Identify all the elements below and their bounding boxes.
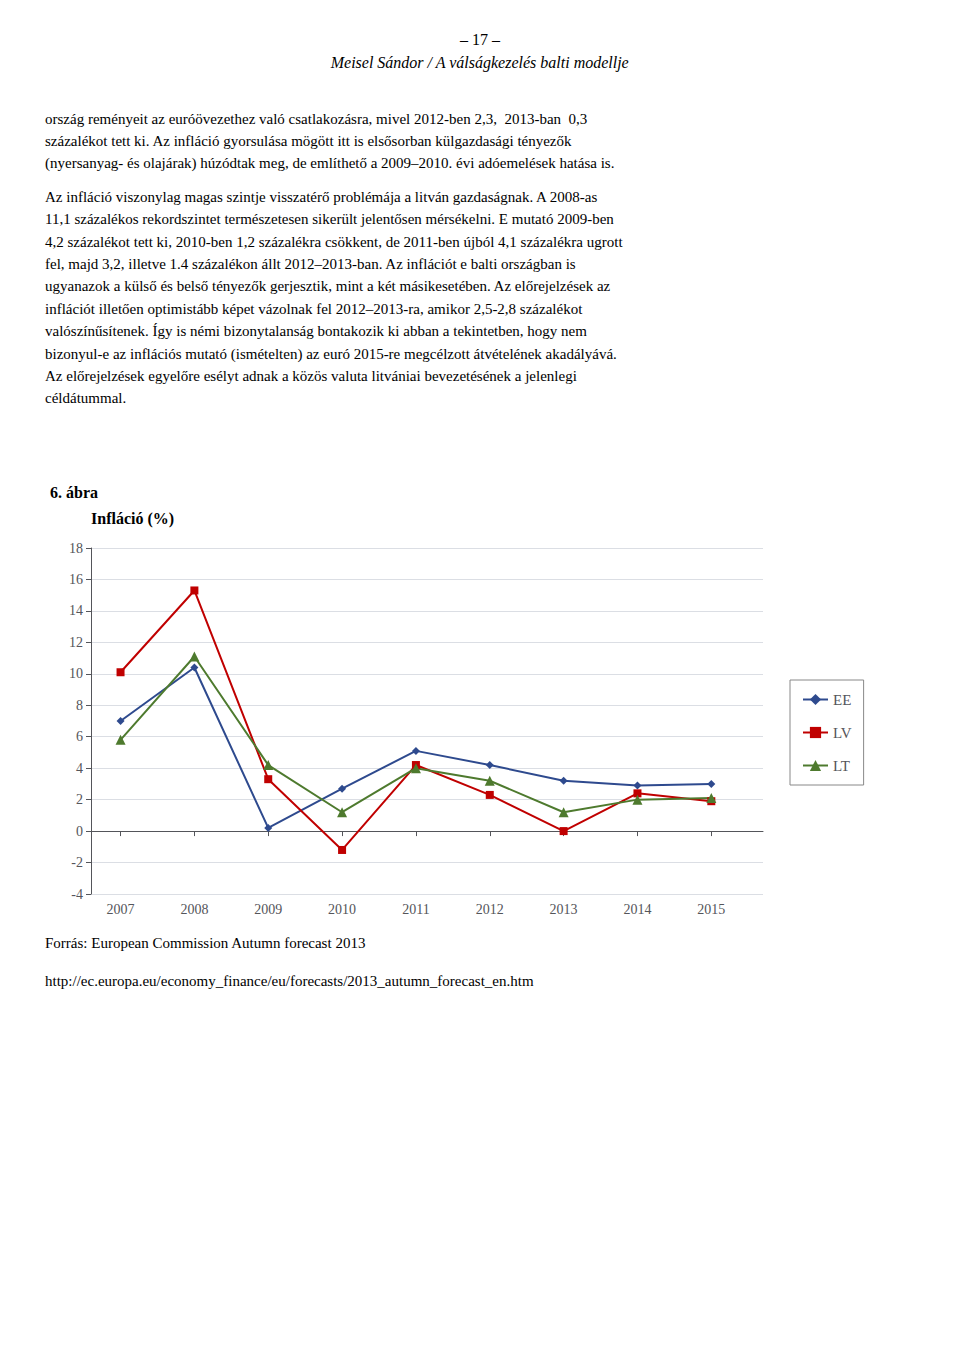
svg-text:-4: -4 (71, 887, 83, 902)
svg-text:2: 2 (76, 792, 83, 807)
svg-text:Infláció (%): Infláció (%) (91, 510, 174, 528)
svg-text:6. ábra: 6. ábra (50, 484, 98, 501)
svg-text:11,1 százalékos rekordszintet: 11,1 százalékos rekordszintet természete… (45, 211, 614, 227)
svg-text:2015: 2015 (697, 902, 725, 917)
svg-text:2009: 2009 (254, 902, 282, 917)
svg-text:EE: EE (833, 692, 851, 708)
svg-text:4: 4 (76, 761, 83, 776)
svg-text:2007: 2007 (107, 902, 135, 917)
svg-text:18: 18 (69, 541, 83, 556)
svg-text:Meisel Sándor / A válságkezelé: Meisel Sándor / A válságkezelés balti mo… (330, 54, 629, 72)
svg-text:2014: 2014 (623, 902, 651, 917)
svg-text:Az előrejelzések egyelőre esél: Az előrejelzések egyelőre esélyt adnak a… (45, 368, 577, 384)
svg-text:Az infláció viszonylag magas s: Az infláció viszonylag magas szintje vis… (45, 189, 597, 205)
svg-text:16: 16 (69, 572, 83, 587)
svg-text:2013: 2013 (550, 902, 578, 917)
svg-text:2008: 2008 (180, 902, 208, 917)
svg-text:százalékot tett ki. Az infláci: százalékot tett ki. Az infláció gyorsulá… (45, 133, 572, 149)
svg-text:LV: LV (833, 725, 852, 741)
svg-text:-2: -2 (71, 855, 83, 870)
svg-text:10: 10 (69, 666, 83, 681)
svg-text:inflációt illetően optimistább: inflációt illetően optimistább képet váz… (45, 301, 583, 317)
svg-text:6: 6 (76, 729, 83, 744)
svg-text:4,2 százalékot tett ki, 2010-b: 4,2 százalékot tett ki, 2010-ben 1,2 szá… (45, 234, 623, 250)
svg-text:2012: 2012 (476, 902, 504, 917)
svg-text:14: 14 (69, 603, 83, 618)
svg-text:http://ec.europa.eu/economy_fi: http://ec.europa.eu/economy_finance/eu/f… (45, 973, 534, 989)
svg-text:12: 12 (69, 635, 83, 650)
svg-text:Forrás: European Commission Au: Forrás: European Commission Autumn forec… (45, 935, 365, 951)
svg-text:(nyersanyag- és olajárak) húzó: (nyersanyag- és olajárak) húzódtak meg, … (45, 155, 614, 172)
svg-text:2010: 2010 (328, 902, 356, 917)
svg-text:ugyanazok a külső és belső tén: ugyanazok a külső és belső tényezők gerj… (45, 278, 611, 294)
svg-text:bizonyul-e az inflációs mutató: bizonyul-e az inflációs mutató (ismételt… (45, 346, 617, 363)
svg-text:0: 0 (76, 824, 83, 839)
svg-text:– 17 –: – 17 – (459, 31, 501, 48)
svg-text:fel, majd 3,2, illetve 1.4 szá: fel, majd 3,2, illetve 1.4 százalékon ál… (45, 256, 576, 272)
svg-text:LT: LT (833, 758, 850, 774)
svg-text:8: 8 (76, 698, 83, 713)
svg-text:valószínűsítenek. Így is némi: valószínűsítenek. Így is némi bizonytala… (45, 323, 587, 339)
svg-text:céldátummal.: céldátummal. (45, 390, 126, 406)
svg-text:2011: 2011 (402, 902, 429, 917)
svg-text:ország reményeit az euróövezet: ország reményeit az euróövezethez való c… (45, 111, 587, 127)
